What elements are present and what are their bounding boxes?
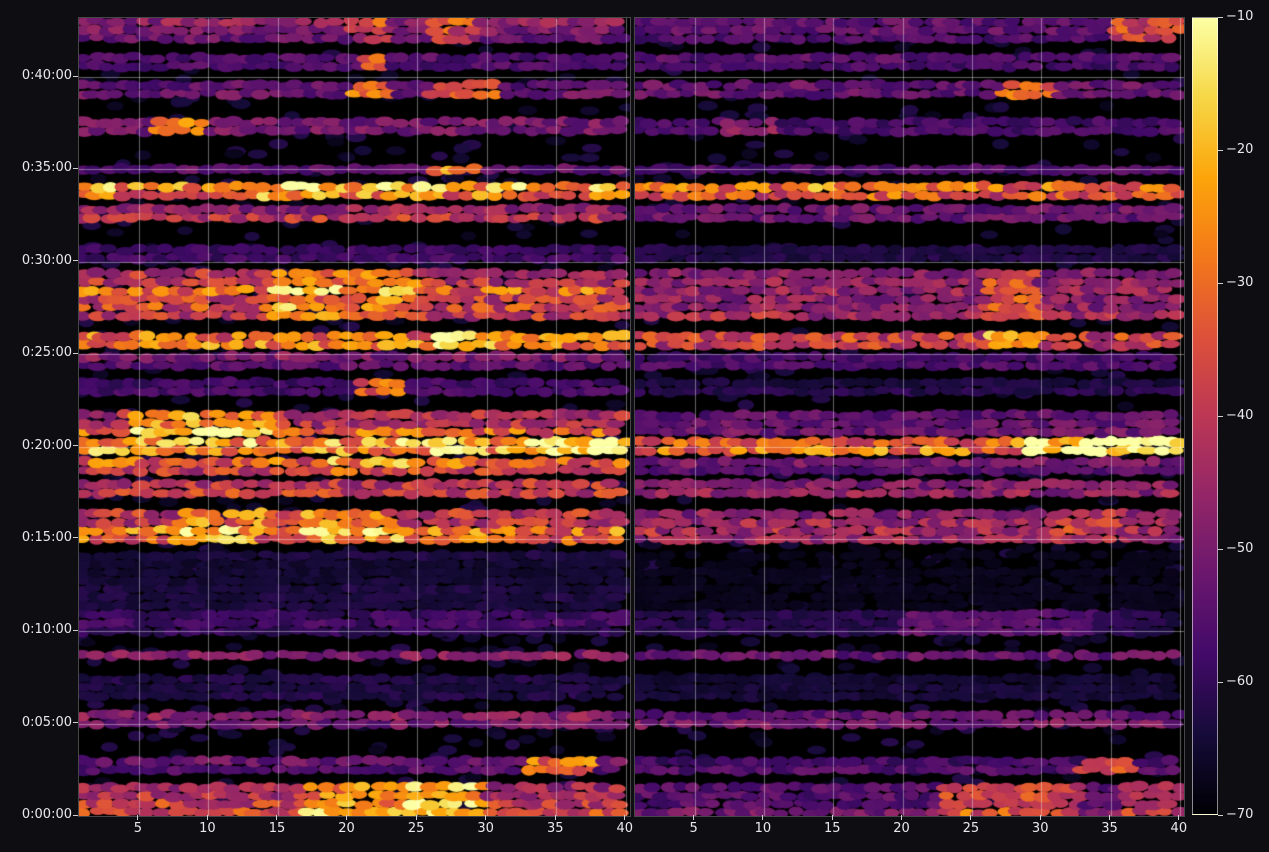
y-tick-mark xyxy=(73,814,78,816)
colorbar-tick-mark xyxy=(1218,415,1223,417)
x-tick-mark xyxy=(1178,815,1180,820)
x-tick-mark xyxy=(137,815,139,820)
colorbar-tick-mark xyxy=(1218,149,1223,151)
x-tick-label: 35 xyxy=(546,821,564,836)
y-tick-mark xyxy=(73,167,78,169)
x-tick-label: 40 xyxy=(1170,821,1188,836)
x-tick-label: 30 xyxy=(1031,821,1049,836)
colorbar-tick-label: −30 xyxy=(1226,275,1254,290)
x-tick-label: 20 xyxy=(338,821,355,836)
y-tick-label: 0:30:00 xyxy=(21,252,72,268)
colorbar-tick-label: −70 xyxy=(1226,807,1254,822)
y-tick-label: 0:35:00 xyxy=(21,160,72,176)
x-tick-mark xyxy=(1109,815,1111,820)
y-tick-mark xyxy=(73,75,78,77)
x-tick-label: 15 xyxy=(268,821,286,836)
y-tick-label: 0:20:00 xyxy=(21,437,72,453)
heatmap-panel-left xyxy=(78,17,631,817)
y-tick-mark xyxy=(73,352,78,354)
colorbar-tick-mark xyxy=(1218,548,1223,550)
x-tick-label: 35 xyxy=(1101,821,1118,836)
y-tick-mark xyxy=(73,629,78,631)
colorbar-tick-label: −10 xyxy=(1226,9,1254,24)
y-tick-mark xyxy=(73,445,78,447)
x-tick-mark xyxy=(831,815,833,820)
x-tick-mark xyxy=(762,815,764,820)
colorbar-gradient xyxy=(1192,17,1218,815)
colorbar-tick-mark xyxy=(1218,814,1223,816)
y-tick-label: 0:10:00 xyxy=(21,622,72,638)
x-tick-mark xyxy=(415,815,417,820)
x-tick-label: 20 xyxy=(893,821,910,836)
x-tick-mark xyxy=(624,815,626,820)
colorbar-tick-label: −40 xyxy=(1226,408,1254,423)
x-tick-mark xyxy=(485,815,487,820)
x-tick-label: 30 xyxy=(477,821,494,836)
y-tick-label: 0:05:00 xyxy=(21,714,72,730)
x-tick-label: 5 xyxy=(689,821,698,836)
y-tick-label: 0:25:00 xyxy=(21,345,72,361)
x-tick-label: 25 xyxy=(962,821,980,836)
x-tick-mark xyxy=(206,815,208,820)
colorbar-tick-label: −20 xyxy=(1226,142,1254,157)
y-tick-label: 0:15:00 xyxy=(21,529,72,545)
x-tick-label: 25 xyxy=(407,821,425,836)
x-tick-label: 5 xyxy=(133,821,142,836)
x-tick-mark xyxy=(276,815,278,820)
colorbar-tick-mark xyxy=(1218,16,1223,18)
x-tick-mark xyxy=(1039,815,1041,820)
x-tick-label: 10 xyxy=(754,821,772,836)
x-tick-mark xyxy=(693,815,695,820)
heatmap-panel-right xyxy=(634,17,1185,817)
y-tick-mark xyxy=(73,722,78,724)
y-tick-label: 0:00:00 xyxy=(21,807,72,822)
x-tick-label: 15 xyxy=(823,821,841,836)
y-tick-label: 0:40:00 xyxy=(21,68,72,84)
colorbar-tick-label: −60 xyxy=(1226,674,1254,689)
x-tick-mark xyxy=(901,815,903,820)
y-tick-mark xyxy=(73,260,78,262)
colorbar-tick-label: −50 xyxy=(1226,541,1254,556)
y-tick-mark xyxy=(73,537,78,539)
colorbar-tick-mark xyxy=(1218,681,1223,683)
x-tick-label: 10 xyxy=(199,821,216,836)
x-tick-label: 40 xyxy=(616,821,634,836)
colorbar-tick-mark xyxy=(1218,282,1223,284)
x-tick-mark xyxy=(554,815,556,820)
x-tick-mark xyxy=(346,815,348,820)
x-tick-mark xyxy=(970,815,972,820)
